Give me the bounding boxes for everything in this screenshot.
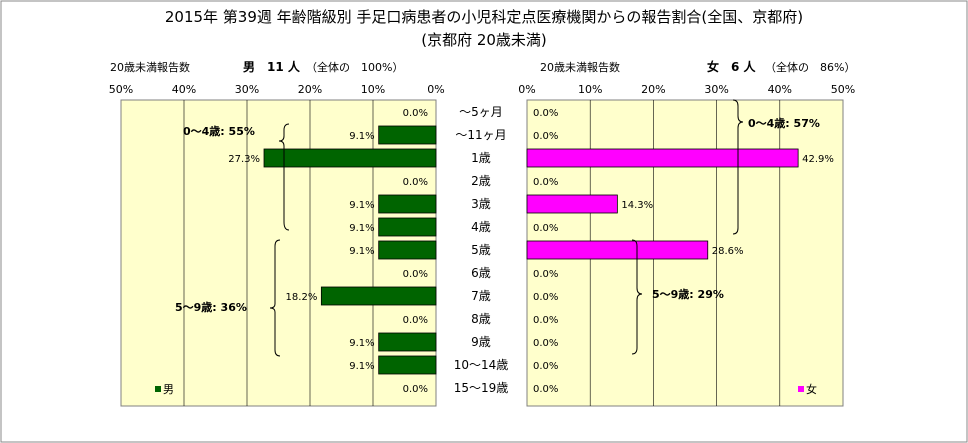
right-header-total: （全体の 86%） xyxy=(765,60,855,74)
female-value-label: 0.0% xyxy=(533,131,558,142)
chart-title: 2015年 第39週 年齢階級別 手足口病患者の小児科定点医療機関からの報告割合… xyxy=(165,8,803,26)
right-tick-label: 20% xyxy=(641,83,665,96)
legend-female-swatch xyxy=(798,386,804,392)
right-brace-0-4 xyxy=(732,99,744,235)
male-bar xyxy=(378,125,437,145)
male-value-label: 9.1% xyxy=(349,246,374,257)
left-tick-label: 40% xyxy=(172,83,196,96)
female-value-label: 42.9% xyxy=(802,154,834,165)
male-value-label: 0.0% xyxy=(403,384,428,395)
right-brace-5-9 xyxy=(631,239,643,355)
male-bar xyxy=(378,332,437,352)
right-tick-label: 40% xyxy=(768,83,792,96)
left-tick-label: 0% xyxy=(427,83,444,96)
category-label: 8歳 xyxy=(471,312,491,326)
female-bar xyxy=(526,240,709,260)
female-bar xyxy=(526,194,618,214)
left-group-label-0-4: 0～4歳: 55% xyxy=(183,124,255,138)
male-value-label: 9.1% xyxy=(349,338,374,349)
right-group-label-5-9: 5～9歳: 29% xyxy=(652,287,724,301)
category-label: 4歳 xyxy=(471,220,491,234)
female-value-label: 0.0% xyxy=(533,223,558,234)
right-tick-label: 30% xyxy=(704,83,728,96)
female-value-label: 0.0% xyxy=(533,269,558,280)
left-brace-5-9 xyxy=(269,239,281,357)
right-tick-label: 0% xyxy=(518,83,535,96)
category-label: 10～14歳 xyxy=(454,358,509,372)
female-value-label: 0.0% xyxy=(533,292,558,303)
category-label: 15～19歳 xyxy=(454,381,509,395)
left-header-label: 20歳未満報告数 xyxy=(110,61,190,74)
male-value-label: 18.2% xyxy=(286,292,318,303)
female-value-label: 0.0% xyxy=(533,177,558,188)
left-brace-0-4 xyxy=(278,123,290,231)
category-label: ～5ヶ月 xyxy=(459,105,503,119)
legend-male-swatch xyxy=(155,386,161,392)
category-label: 9歳 xyxy=(471,335,491,349)
right-tick-label: 10% xyxy=(578,83,602,96)
female-value-label: 0.0% xyxy=(533,338,558,349)
legend-male-label: 男 xyxy=(163,383,174,396)
left-header-total: （全体の 100%） xyxy=(306,60,403,74)
category-label: 2歳 xyxy=(471,174,491,188)
female-bar xyxy=(526,148,799,168)
category-label: 3歳 xyxy=(471,197,491,211)
left-tick-label: 30% xyxy=(235,83,259,96)
male-bar xyxy=(378,355,437,375)
female-value-label: 0.0% xyxy=(533,361,558,372)
male-bar xyxy=(263,148,437,168)
male-value-label: 0.0% xyxy=(403,315,428,326)
female-value-label: 0.0% xyxy=(533,384,558,395)
male-bar xyxy=(320,286,437,306)
category-label: 5歳 xyxy=(471,243,491,257)
male-value-label: 9.1% xyxy=(349,361,374,372)
left-tick-label: 10% xyxy=(361,83,385,96)
chart-subtitle: (京都府 20歳未満) xyxy=(421,31,547,49)
female-value-label: 14.3% xyxy=(621,200,653,211)
category-label: 7歳 xyxy=(471,289,491,303)
male-value-label: 0.0% xyxy=(403,177,428,188)
left-header-count: 男 11 人 xyxy=(243,59,301,74)
male-bar xyxy=(378,194,437,214)
male-bar xyxy=(378,240,437,260)
right-group-label-0-4: 0～4歳: 57% xyxy=(748,116,820,130)
category-label: ～11ヶ月 xyxy=(455,128,506,142)
left-tick-label: 50% xyxy=(109,83,133,96)
male-value-label: 9.1% xyxy=(349,131,374,142)
left-tick-label: 20% xyxy=(298,83,322,96)
category-label: 6歳 xyxy=(471,266,491,280)
male-value-label: 27.3% xyxy=(228,154,260,165)
female-value-label: 28.6% xyxy=(712,246,744,257)
right-header-label: 20歳未満報告数 xyxy=(540,61,620,74)
male-value-label: 0.0% xyxy=(403,108,428,119)
male-value-label: 9.1% xyxy=(349,223,374,234)
legend-female-label: 女 xyxy=(806,382,817,396)
category-label: 1歳 xyxy=(471,151,491,165)
male-bar xyxy=(378,217,437,237)
right-tick-label: 50% xyxy=(831,83,855,96)
male-value-label: 9.1% xyxy=(349,200,374,211)
female-value-label: 0.0% xyxy=(533,315,558,326)
left-group-label-5-9: 5～9歳: 36% xyxy=(175,300,247,314)
right-header-count: 女 6 人 xyxy=(707,59,757,74)
female-value-label: 0.0% xyxy=(533,108,558,119)
male-value-label: 0.0% xyxy=(403,269,428,280)
